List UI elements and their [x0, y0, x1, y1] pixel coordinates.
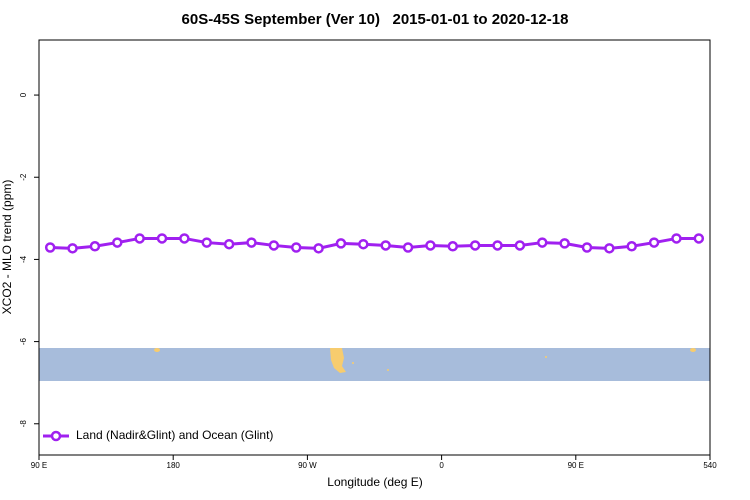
- land: [690, 348, 696, 352]
- point: [268, 240, 280, 251]
- point: [559, 238, 570, 249]
- x-axis-label: Longitude (deg E): [327, 475, 422, 489]
- point: [156, 233, 168, 244]
- point: [358, 238, 369, 250]
- point: [201, 237, 212, 248]
- chart-title: 60S-45S September (Ver 10) 2015-01-01 to…: [182, 11, 569, 28]
- point: [693, 233, 705, 244]
- point: [402, 242, 414, 253]
- map-background: [39, 348, 710, 381]
- point: [469, 240, 481, 251]
- y-tick-label: -8: [19, 420, 28, 428]
- y-tick-label: -6: [19, 337, 28, 345]
- point: [380, 240, 391, 251]
- legend-label: Land (Nadir&Glint) and Ocean (Glint): [76, 428, 273, 442]
- y-tick-label: -2: [19, 173, 28, 181]
- x-tick-label: 90 E: [568, 461, 584, 470]
- x-tick-label: 90 W: [298, 461, 317, 470]
- plot-frame: [38, 39, 711, 456]
- point: [492, 240, 503, 251]
- y-axis-label: XCO2 - MLO trend (ppm): [0, 180, 14, 315]
- point: [648, 237, 660, 248]
- point: [67, 243, 78, 254]
- point: [44, 242, 56, 253]
- point: [537, 237, 548, 248]
- point: [313, 243, 324, 254]
- point: [425, 240, 436, 251]
- x-tick-label: 540: [703, 461, 717, 470]
- point: [112, 237, 123, 248]
- point: [604, 243, 615, 254]
- point: [671, 233, 682, 244]
- legend-marker: [50, 430, 62, 442]
- point: [223, 238, 235, 250]
- point: [335, 238, 347, 249]
- x-tick-label: 90 E: [31, 461, 47, 470]
- y-tick-label: -4: [19, 255, 28, 263]
- land: [352, 362, 354, 364]
- land: [387, 369, 389, 371]
- point: [179, 233, 190, 244]
- point: [514, 240, 526, 251]
- ocean-band: [39, 348, 710, 381]
- y-tick-label: 0: [19, 92, 28, 97]
- point: [447, 241, 459, 252]
- x-tick-label: 180: [167, 461, 181, 470]
- point: [246, 237, 257, 248]
- land: [545, 356, 547, 358]
- land: [154, 348, 160, 352]
- point: [290, 242, 302, 253]
- point: [89, 241, 101, 252]
- point: [134, 233, 145, 244]
- land: [330, 348, 346, 373]
- point: [581, 242, 593, 253]
- series-line: [50, 236, 699, 250]
- point: [626, 241, 637, 252]
- x-tick-label: 0: [439, 461, 444, 470]
